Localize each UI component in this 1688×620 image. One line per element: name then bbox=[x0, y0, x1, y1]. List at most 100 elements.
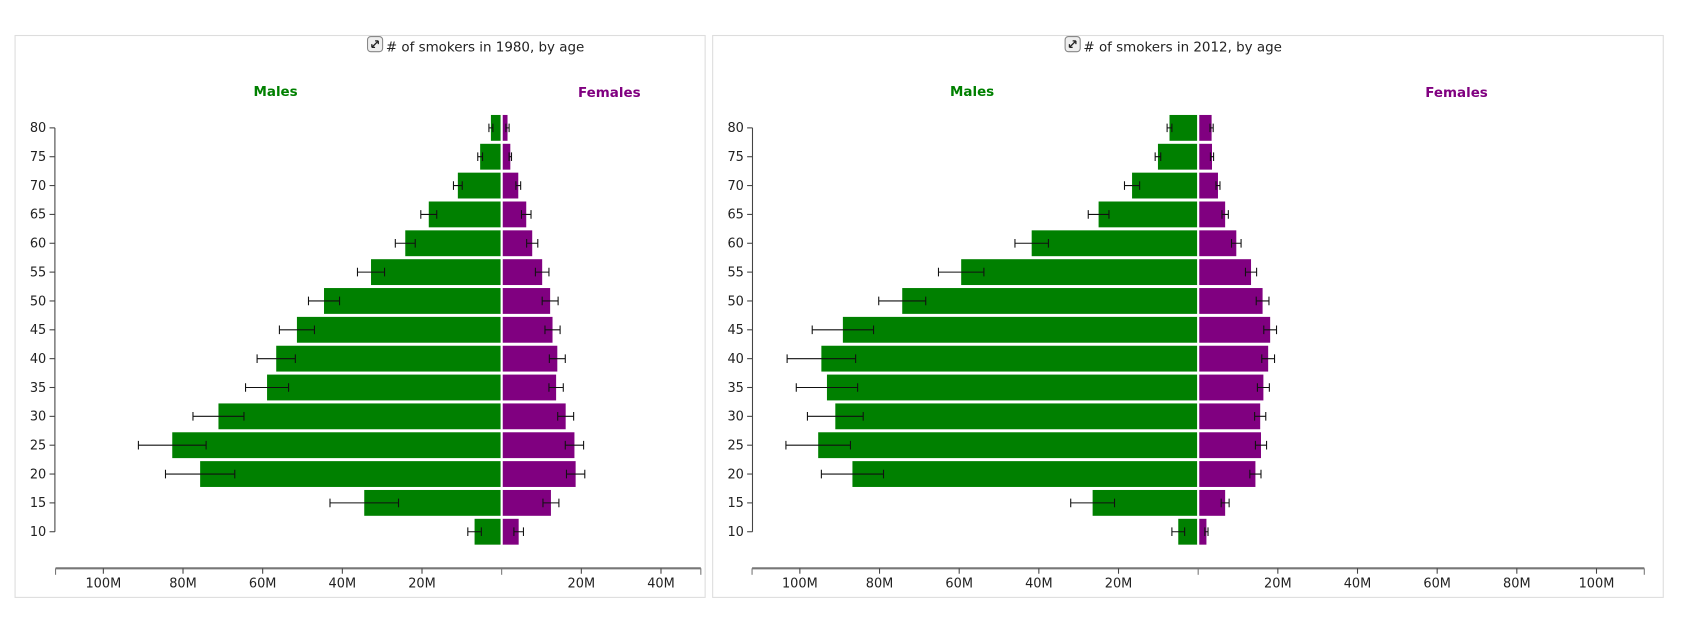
bar-females-age-35 bbox=[1199, 374, 1264, 401]
bar-females-age-40 bbox=[1199, 345, 1269, 372]
x-tick-label: 80M bbox=[169, 577, 197, 592]
error-bar-males-age-75 bbox=[477, 152, 484, 162]
bar-males-age-50 bbox=[324, 288, 501, 314]
error-bar-females-age-40 bbox=[1261, 354, 1276, 363]
error-bar-females-age-60 bbox=[526, 238, 539, 248]
error-bar-males-age-20 bbox=[820, 469, 885, 479]
y-tick-label: 30 bbox=[727, 410, 743, 425]
bar-males-age-65 bbox=[1098, 201, 1198, 228]
expand-button[interactable] bbox=[1064, 36, 1081, 53]
bar-males-age-60 bbox=[405, 230, 501, 257]
y-tick-label: 35 bbox=[30, 381, 46, 396]
error-bar-females-age-75 bbox=[1209, 152, 1215, 162]
error-bar-males-age-60 bbox=[394, 238, 416, 248]
y-tick-label: 75 bbox=[30, 150, 46, 165]
error-bar-males-age-80 bbox=[1166, 123, 1173, 133]
bar-males-age-75 bbox=[480, 143, 501, 170]
y-tick-label: 20 bbox=[30, 467, 46, 482]
x-tick-label: 20M bbox=[568, 577, 596, 592]
chart-title: # of smokers in 1980, by age bbox=[386, 41, 584, 56]
x-tick-label: 80M bbox=[1503, 577, 1531, 592]
y-tick-label: 45 bbox=[30, 323, 46, 338]
bar-females-age-20 bbox=[502, 461, 576, 487]
expand-arrow-icon bbox=[371, 40, 379, 49]
bar-males-age-40 bbox=[821, 345, 1198, 372]
expand-button[interactable] bbox=[366, 36, 384, 53]
error-bar-females-age-55 bbox=[1244, 267, 1258, 277]
y-tick-label: 35 bbox=[727, 381, 743, 396]
bar-males-age-50 bbox=[902, 288, 1198, 314]
error-bar-females-age-50 bbox=[541, 296, 559, 306]
y-tick-label: 60 bbox=[30, 237, 46, 252]
y-tick-label: 15 bbox=[30, 496, 46, 511]
bar-males-age-55 bbox=[961, 259, 1198, 286]
x-tick-label: 100M bbox=[782, 577, 818, 592]
error-bar-females-age-65 bbox=[1221, 210, 1229, 219]
bar-males-age-45 bbox=[296, 316, 501, 343]
error-bar-males-age-10 bbox=[467, 527, 482, 537]
bar-females-age-30 bbox=[1199, 403, 1261, 430]
error-bar-females-age-10 bbox=[1204, 527, 1209, 537]
bar-males-age-75 bbox=[1157, 143, 1198, 170]
error-bar-females-age-45 bbox=[544, 325, 561, 335]
bar-males-age-30 bbox=[835, 403, 1198, 430]
error-bar-females-age-65 bbox=[520, 210, 532, 219]
error-bar-females-age-45 bbox=[1263, 325, 1278, 335]
error-bar-females-age-40 bbox=[548, 354, 566, 363]
y-tick-label: 70 bbox=[30, 179, 46, 194]
y-tick-label: 25 bbox=[30, 439, 46, 454]
bar-males-age-40 bbox=[276, 345, 501, 372]
bar-females-age-30 bbox=[502, 403, 566, 430]
bar-males-age-20 bbox=[852, 461, 1198, 487]
error-bar-females-age-30 bbox=[1254, 412, 1267, 421]
error-bar-males-age-25 bbox=[785, 440, 851, 450]
bar-females-age-75 bbox=[1199, 143, 1213, 170]
bar-females-age-65 bbox=[1199, 201, 1226, 228]
bar-females-age-80 bbox=[502, 114, 508, 141]
error-bar-males-age-70 bbox=[1123, 181, 1141, 190]
x-tick-label: 60M bbox=[249, 577, 277, 592]
bar-females-age-25 bbox=[1199, 432, 1261, 459]
x-tick-label: 20M bbox=[1264, 577, 1292, 592]
error-bar-males-age-45 bbox=[811, 325, 875, 335]
x-tick-label: 40M bbox=[1025, 577, 1053, 592]
bar-males-age-25 bbox=[172, 432, 501, 459]
error-bar-males-age-65 bbox=[1087, 210, 1110, 219]
error-bar-males-age-70 bbox=[452, 181, 463, 190]
error-bar-females-age-35 bbox=[548, 383, 564, 392]
error-bar-females-age-75 bbox=[508, 152, 513, 162]
error-bar-females-age-80 bbox=[1209, 123, 1214, 133]
y-tick-label: 45 bbox=[727, 323, 743, 338]
bar-females-age-35 bbox=[502, 374, 557, 401]
bar-females-age-10 bbox=[1199, 518, 1207, 545]
error-bar-females-age-10 bbox=[513, 527, 524, 537]
error-bar-males-age-55 bbox=[937, 267, 985, 277]
x-tick-label: 40M bbox=[1344, 577, 1372, 592]
error-bar-females-age-50 bbox=[1255, 296, 1270, 306]
error-bar-males-age-35 bbox=[245, 383, 290, 392]
y-tick-label: 65 bbox=[727, 208, 743, 223]
bar-females-age-25 bbox=[502, 432, 575, 459]
x-tick-label: 60M bbox=[1423, 577, 1451, 592]
bar-males-age-80 bbox=[1169, 114, 1198, 141]
y-tick-label: 80 bbox=[727, 121, 743, 136]
bar-males-age-30 bbox=[218, 403, 501, 430]
bar-females-age-75 bbox=[502, 143, 511, 170]
chart-title: # of smokers in 2012, by age bbox=[1083, 41, 1281, 56]
bar-males-age-10 bbox=[1178, 518, 1198, 545]
x-tick-label: 100M bbox=[85, 577, 121, 592]
x-tick-label: 100M bbox=[1579, 577, 1615, 592]
error-bar-males-age-15 bbox=[1070, 498, 1116, 508]
x-tick-label: 40M bbox=[329, 577, 357, 592]
error-bar-males-age-40 bbox=[256, 354, 296, 363]
bar-females-age-55 bbox=[1199, 259, 1252, 286]
error-bar-females-age-15 bbox=[1220, 498, 1230, 508]
legend-males: Males bbox=[950, 85, 994, 100]
error-bar-females-age-25 bbox=[564, 440, 585, 450]
error-bar-females-age-25 bbox=[1254, 440, 1268, 450]
bar-females-age-60 bbox=[1199, 230, 1237, 257]
y-tick-label: 30 bbox=[30, 410, 46, 425]
error-bar-males-age-30 bbox=[806, 412, 864, 421]
error-bar-males-age-50 bbox=[878, 296, 927, 306]
